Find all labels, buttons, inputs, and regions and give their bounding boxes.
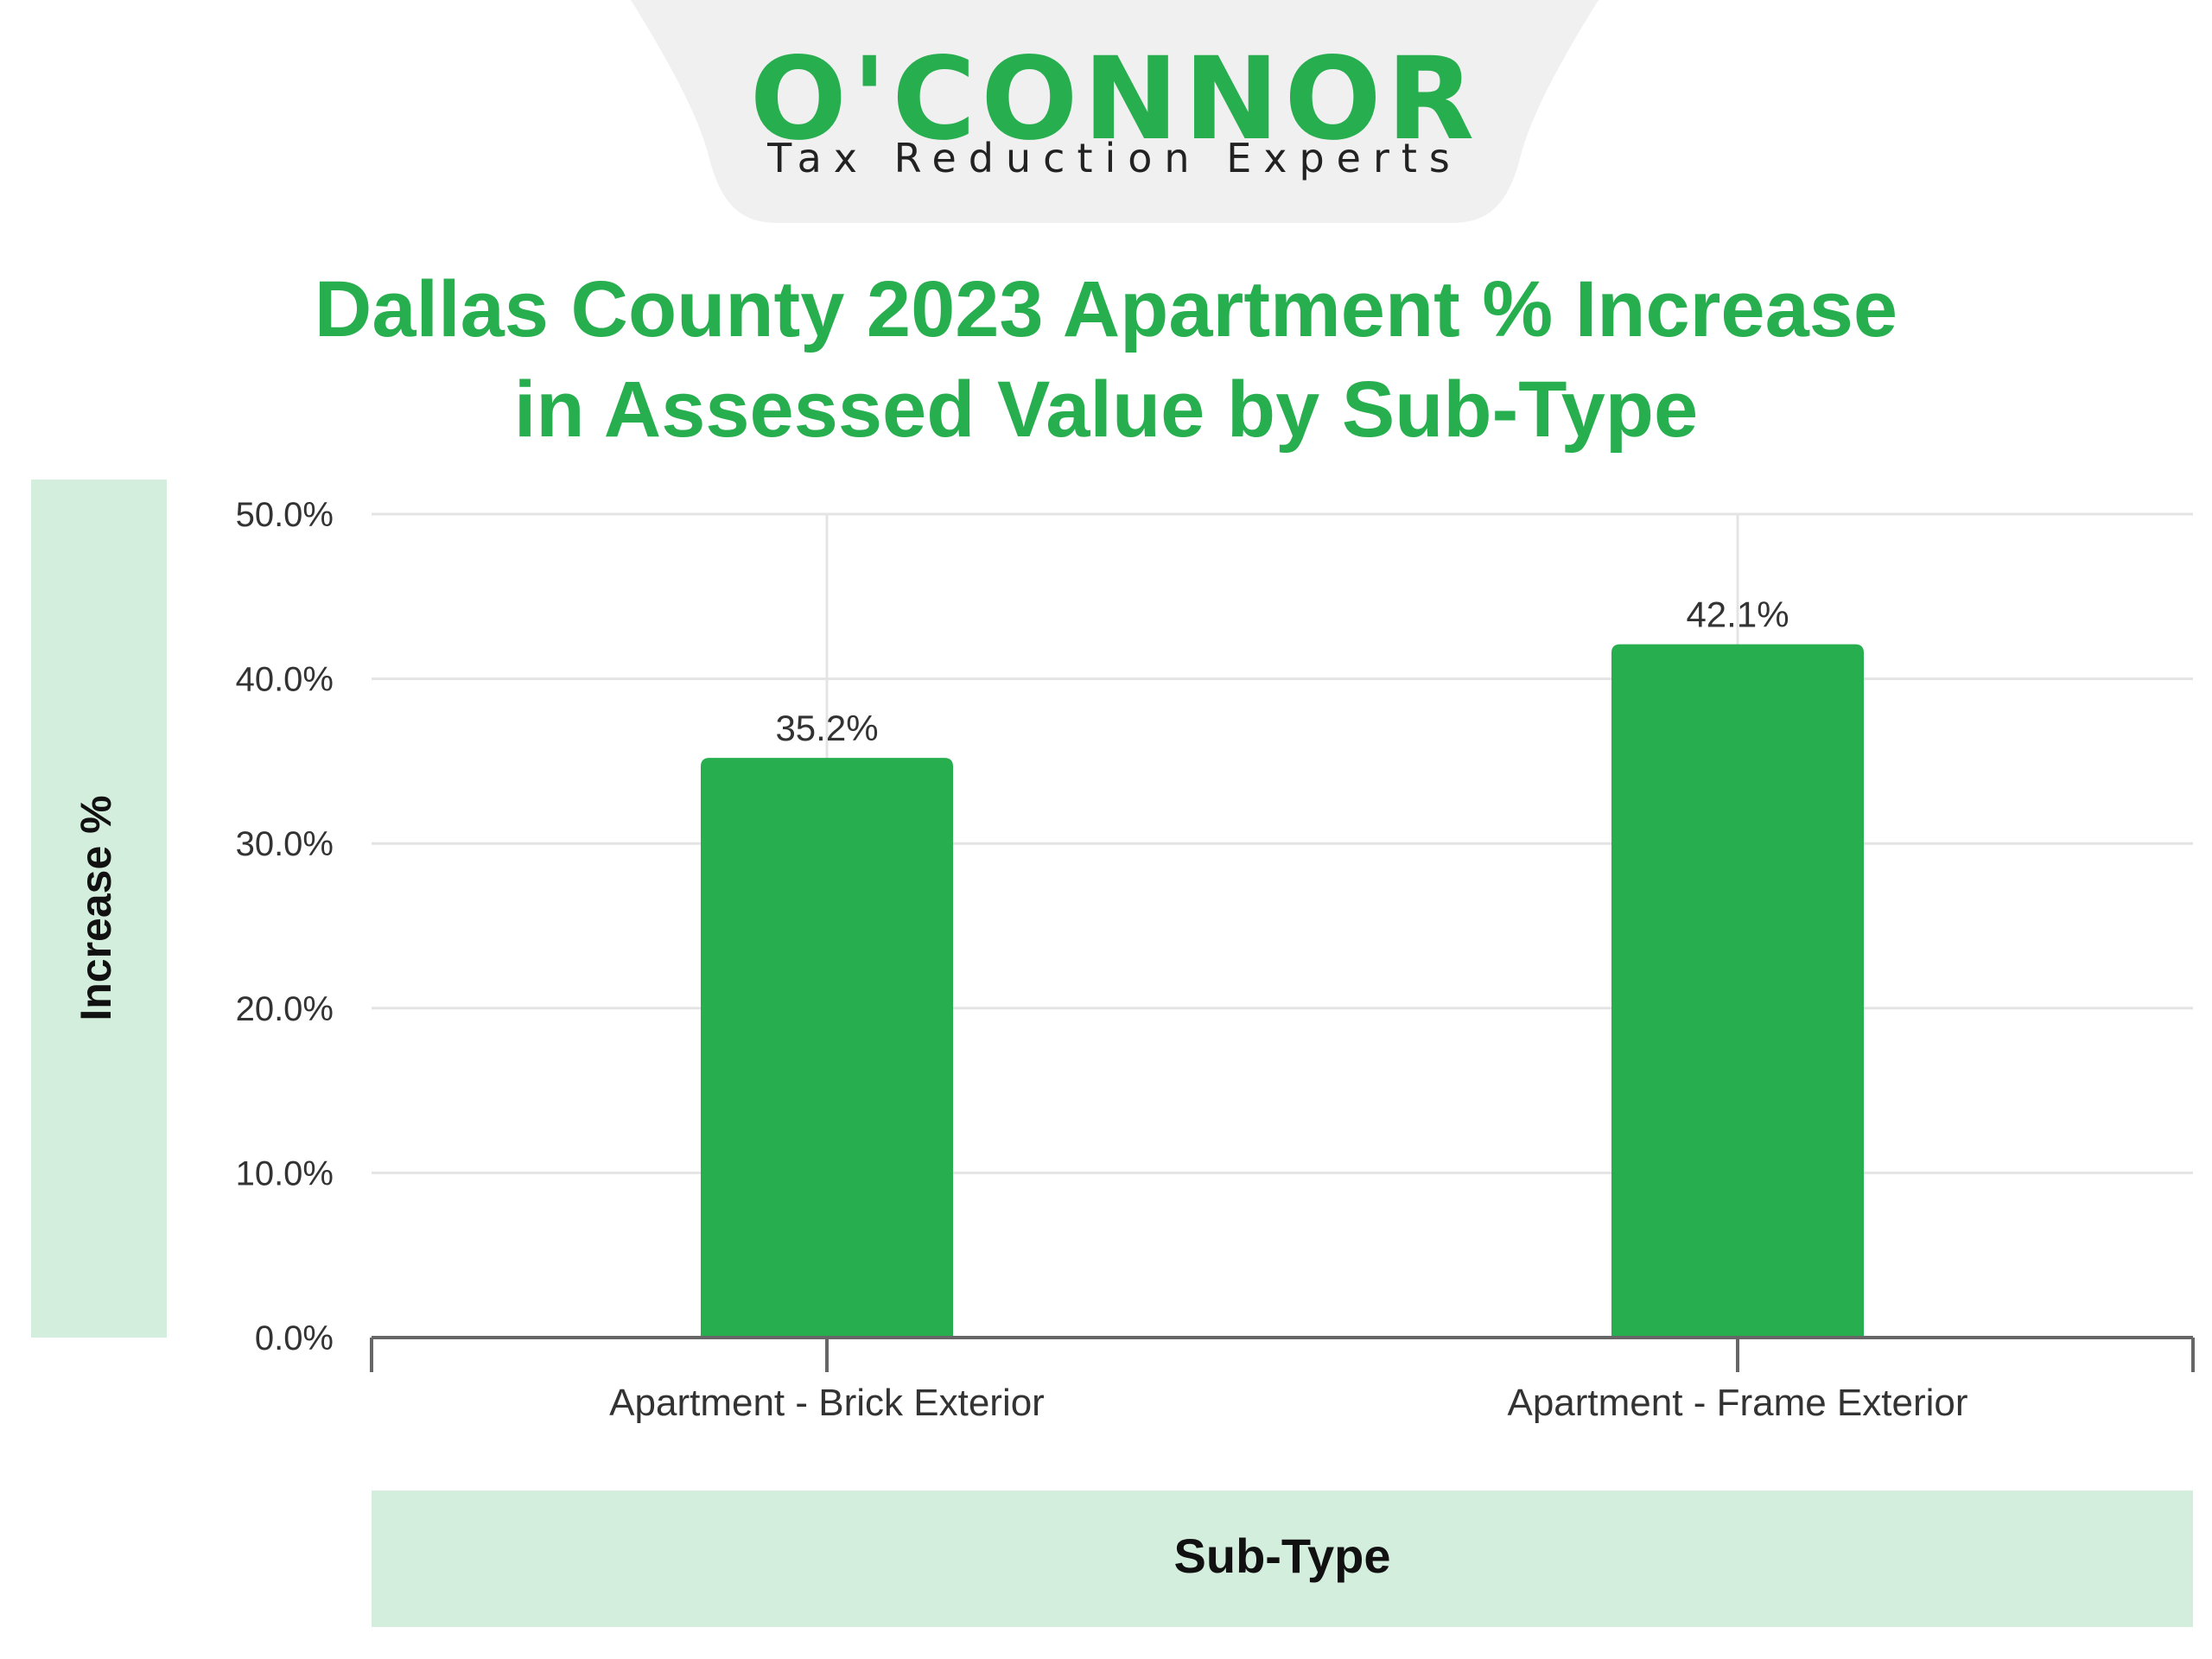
x-axis-label-band xyxy=(372,1491,2193,1627)
logo-brand: O'CONNOR xyxy=(749,33,1480,166)
bar-value-label: 35.2% xyxy=(775,708,878,748)
x-tick-label: Apartment - Brick Exterior xyxy=(609,1382,1045,1424)
x-tick-label: Apartment - Frame Exterior xyxy=(1507,1382,1967,1424)
x-axis-label: Sub-Type xyxy=(1174,1529,1391,1583)
chart-title-line-2: in Assessed Value by Sub-Type xyxy=(513,365,1699,454)
chart-title-line-1: Dallas County 2023 Apartment % Increase xyxy=(314,265,1898,353)
y-tick-label: 20.0% xyxy=(236,990,334,1028)
logo: O'CONNOR Tax Reduction Experts xyxy=(631,0,1599,223)
y-tick-label: 0.0% xyxy=(255,1319,334,1357)
y-tick-label: 40.0% xyxy=(236,661,334,699)
bar xyxy=(1611,644,1864,1338)
y-axis-label-band xyxy=(31,480,167,1338)
logo-tab-shape xyxy=(631,0,1599,223)
bar xyxy=(701,758,953,1338)
chart-title: Dallas County 2023 Apartment % Increase … xyxy=(0,259,2212,460)
y-axis-label: Increase % xyxy=(72,795,120,1020)
bar-value-label: 42.1% xyxy=(1686,594,1789,635)
logo-tagline: Tax Reduction Experts xyxy=(767,135,1462,181)
y-tick-label: 30.0% xyxy=(236,825,334,863)
y-tick-label: 50.0% xyxy=(236,496,334,534)
y-tick-label: 10.0% xyxy=(236,1154,334,1192)
